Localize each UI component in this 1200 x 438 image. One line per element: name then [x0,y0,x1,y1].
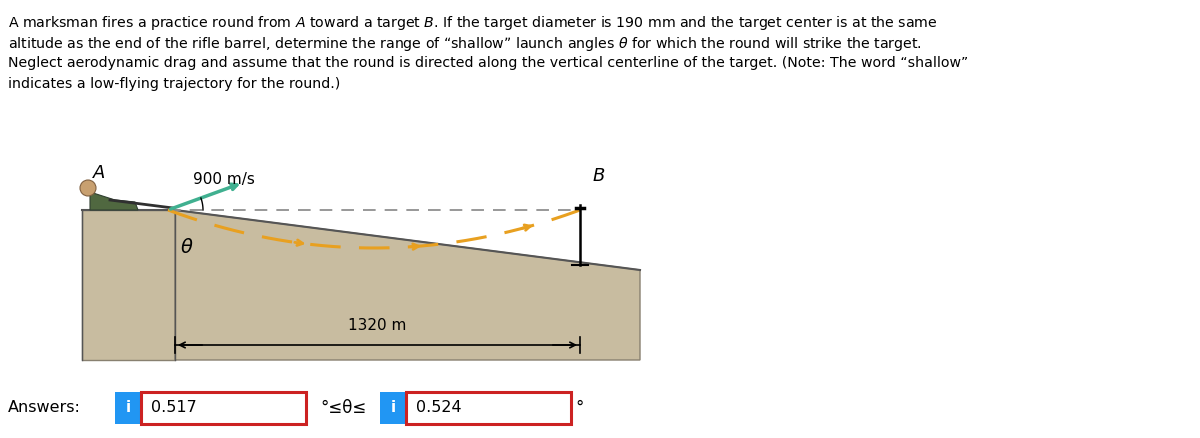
Text: $B$: $B$ [592,167,605,185]
Polygon shape [90,192,138,210]
Circle shape [80,180,96,196]
FancyBboxPatch shape [115,392,142,424]
Text: altitude as the end of the rifle barrel, determine the range of “shallow” launch: altitude as the end of the rifle barrel,… [8,35,922,53]
FancyBboxPatch shape [142,392,306,424]
Text: A marksman fires a practice round from $\it{A}$ toward a target $\it{B}$. If the: A marksman fires a practice round from $… [8,14,937,32]
Text: indicates a low-flying trajectory for the round.): indicates a low-flying trajectory for th… [8,77,341,91]
Text: i: i [390,400,396,416]
Text: 0.524: 0.524 [416,400,462,416]
Text: Neglect aerodynamic drag and assume that the round is directed along the vertica: Neglect aerodynamic drag and assume that… [8,56,968,70]
Text: i: i [126,400,131,416]
Text: Answers:: Answers: [8,400,80,416]
Text: 900 m/s: 900 m/s [193,172,254,187]
Text: $A$: $A$ [92,164,106,182]
Text: $\theta$: $\theta$ [180,238,193,257]
FancyBboxPatch shape [380,392,406,424]
Polygon shape [175,210,640,360]
Text: °: ° [575,399,583,417]
Polygon shape [82,210,175,360]
Text: °≤θ≤: °≤θ≤ [320,399,366,417]
FancyBboxPatch shape [406,392,571,424]
Text: 1320 m: 1320 m [348,318,407,333]
Text: 0.517: 0.517 [151,400,197,416]
